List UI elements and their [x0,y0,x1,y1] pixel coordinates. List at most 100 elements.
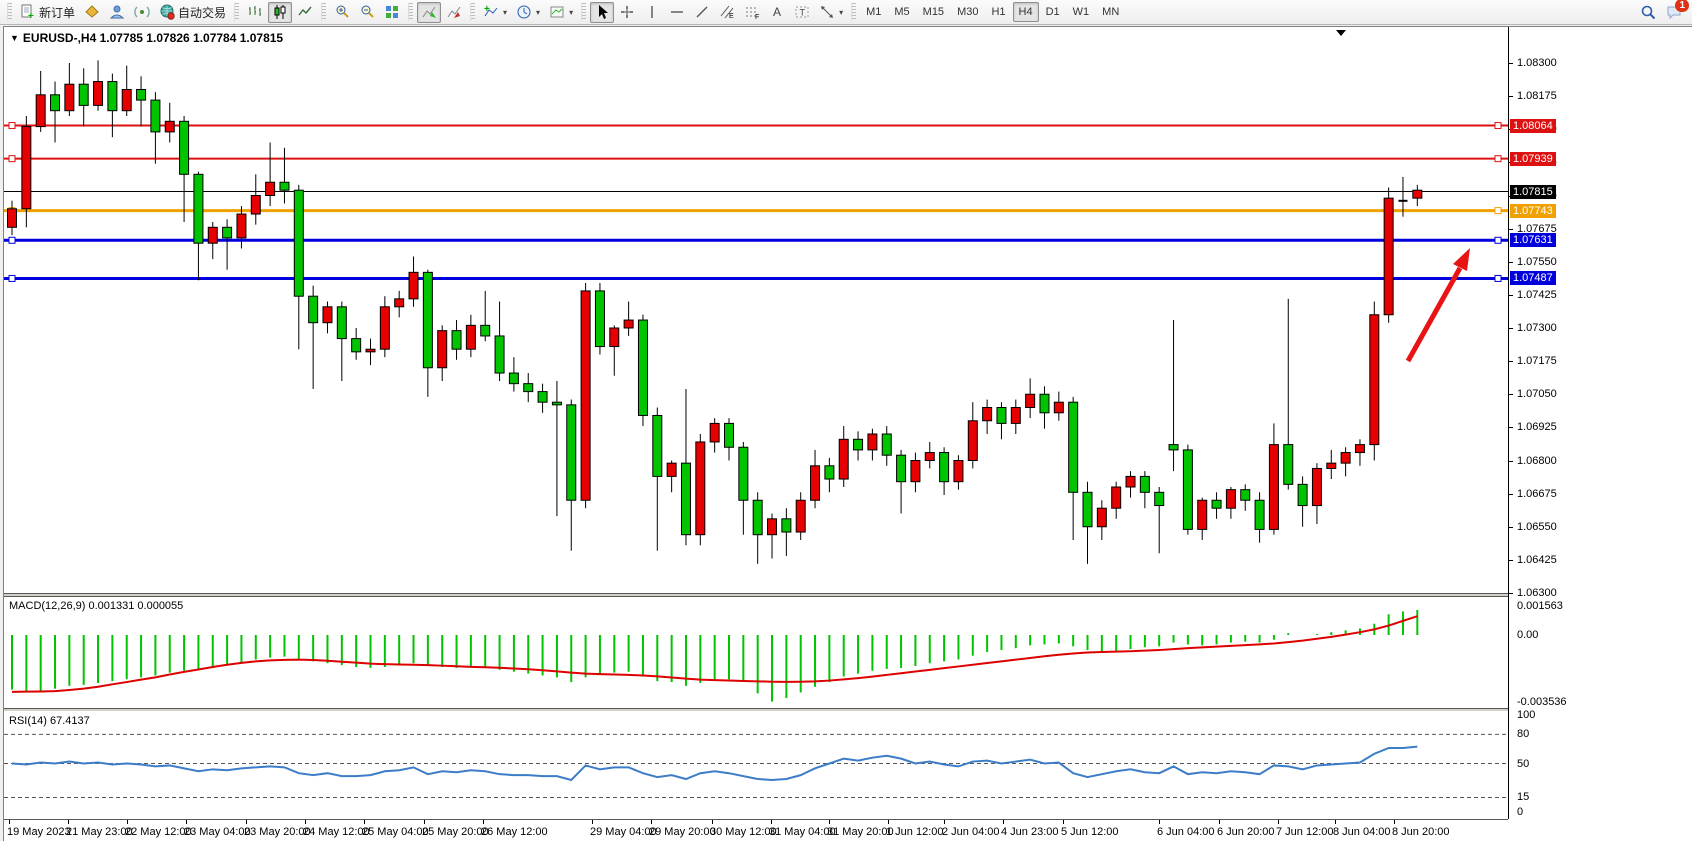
tile-windows-button[interactable] [380,2,404,23]
arrows-tool-button[interactable]: ▾ [815,2,847,23]
hline-tool-button[interactable] [665,2,689,23]
periods-button[interactable]: ▾ [512,2,544,23]
time-axis-label: 24 May 12:00 [303,826,370,838]
horizontal-line-1.08064[interactable] [4,122,1508,130]
candlestick-chart-button[interactable] [268,1,293,23]
horizontal-line-1.07939[interactable] [4,155,1508,163]
text-label-tool-button[interactable]: T [790,2,814,23]
timeframe-button-D1[interactable]: D1 [1040,2,1066,22]
trendline-tool-button[interactable] [690,2,714,23]
vline-tool-button[interactable] [640,2,664,23]
clock-icon [517,5,531,19]
line-handle[interactable] [1494,155,1502,163]
candle-body [422,271,433,369]
line-handle[interactable] [1494,122,1502,130]
line-handle[interactable] [8,122,16,130]
channel-tool-button[interactable]: E [715,2,739,23]
templates-button[interactable]: ▾ [545,2,577,23]
price-tick-mark [1509,63,1513,64]
horizontal-line-1.07743[interactable] [4,207,1508,215]
profiles-button[interactable] [80,2,104,23]
candle-body [652,414,663,477]
toolbar-grip [321,3,327,21]
candle-body [1383,197,1394,316]
candle-body [752,499,763,536]
candle-body [7,208,17,228]
line-handle[interactable] [1494,274,1502,282]
price-tick-label: 1.06550 [1517,520,1557,533]
line-chart-button[interactable] [293,2,317,23]
line-handle[interactable] [1494,207,1502,215]
timeframe-button-MN[interactable]: MN [1096,2,1125,22]
candle-body [222,226,233,239]
candle-body [136,89,147,101]
candle-body [508,372,519,385]
candle-body [609,327,620,348]
fibonacci-tool-button[interactable]: F [740,2,764,23]
chart-shift-button[interactable] [442,2,466,23]
candle-body [437,330,448,369]
horizontal-line-1.07631[interactable] [4,236,1508,244]
horizontal-line-1.07487[interactable] [4,274,1508,282]
toolbar: + 新订单 自动交易 [0,0,1692,25]
crosshair-tool-button[interactable] [615,2,639,23]
line-handle[interactable] [8,155,16,163]
candle-body [1096,507,1107,528]
candle-body [1082,491,1093,528]
candle-body [910,460,921,483]
candle-body [465,324,476,350]
price-tick-mark [1509,294,1513,296]
line-handle[interactable] [8,274,16,282]
svg-text:A: A [773,5,781,19]
time-axis-label: 4 Jun 23:00 [1001,826,1059,838]
chart-expand-icon[interactable]: ▼ [10,33,19,43]
timeframe-button-H4[interactable]: H4 [1012,2,1039,22]
line-handle[interactable] [8,236,16,244]
panel-separator[interactable] [4,593,1508,597]
zoom-out-button[interactable] [355,2,379,23]
price-badge-1.07743: 1.07743 [1510,203,1556,218]
candle-body [537,391,548,403]
candle-body [150,99,161,133]
candle-body [107,81,118,112]
candle-body [1311,467,1322,507]
timeframe-button-H1[interactable]: H1 [985,2,1011,22]
autotrade-button[interactable]: 自动交易 [155,2,230,23]
price-tick-mark [1509,228,1513,230]
bar-chart-icon [249,6,262,16]
time-axis-label: 31 May 20:00 [827,826,894,838]
price-tick-mark [1509,328,1513,329]
auto-scroll-button[interactable] [417,1,442,23]
toolbar-grip [851,3,857,21]
text-label-icon: T [795,6,809,18]
timeframe-button-M15[interactable]: M15 [917,2,950,22]
candle-body [293,189,304,297]
indicators-button[interactable]: + ▾ [479,2,511,23]
market-watch-button[interactable] [105,2,129,23]
bar-chart-button[interactable] [243,2,267,23]
new-order-button[interactable]: + 新订单 [16,2,79,23]
time-axis-label: 31 May 04:00 [769,826,836,838]
price-tick-label: 1.06425 [1517,553,1557,566]
time-axis[interactable]: 19 May 2023 21 May 23:00 22 May 12:00 23 Ma… [4,819,1508,842]
chart-area: ▼ EURUSD-,H4 1.07785 1.07826 1.07784 1.0… [3,26,1692,842]
zoom-in-button[interactable] [330,2,354,23]
notifications-button[interactable]: 1 [1666,0,1689,20]
cursor-tool-button[interactable] [590,1,615,23]
price-axis[interactable]: 1.083001.081751.080501.079251.078001.076… [1508,27,1692,819]
candle-body [1010,407,1021,424]
timeframe-button-M30[interactable]: M30 [951,2,984,22]
timeframe-button-M5[interactable]: M5 [888,2,915,22]
candle-body [207,226,218,244]
search-button[interactable] [1636,2,1660,23]
timeframe-group: M1 M5 M15 M30 H1 H4 D1 W1 MN [860,2,1125,22]
line-handle[interactable] [1494,236,1502,244]
price-tick-mark [1509,394,1513,396]
timeframe-button-W1[interactable]: W1 [1067,2,1096,22]
timeframe-button-M1[interactable]: M1 [860,2,887,22]
annotation-arrow[interactable] [1405,248,1470,363]
text-tool-button[interactable]: A [765,2,789,23]
time-tick-mark [364,820,365,824]
price-chart[interactable] [4,27,1508,593]
signals-button[interactable] [130,2,154,23]
